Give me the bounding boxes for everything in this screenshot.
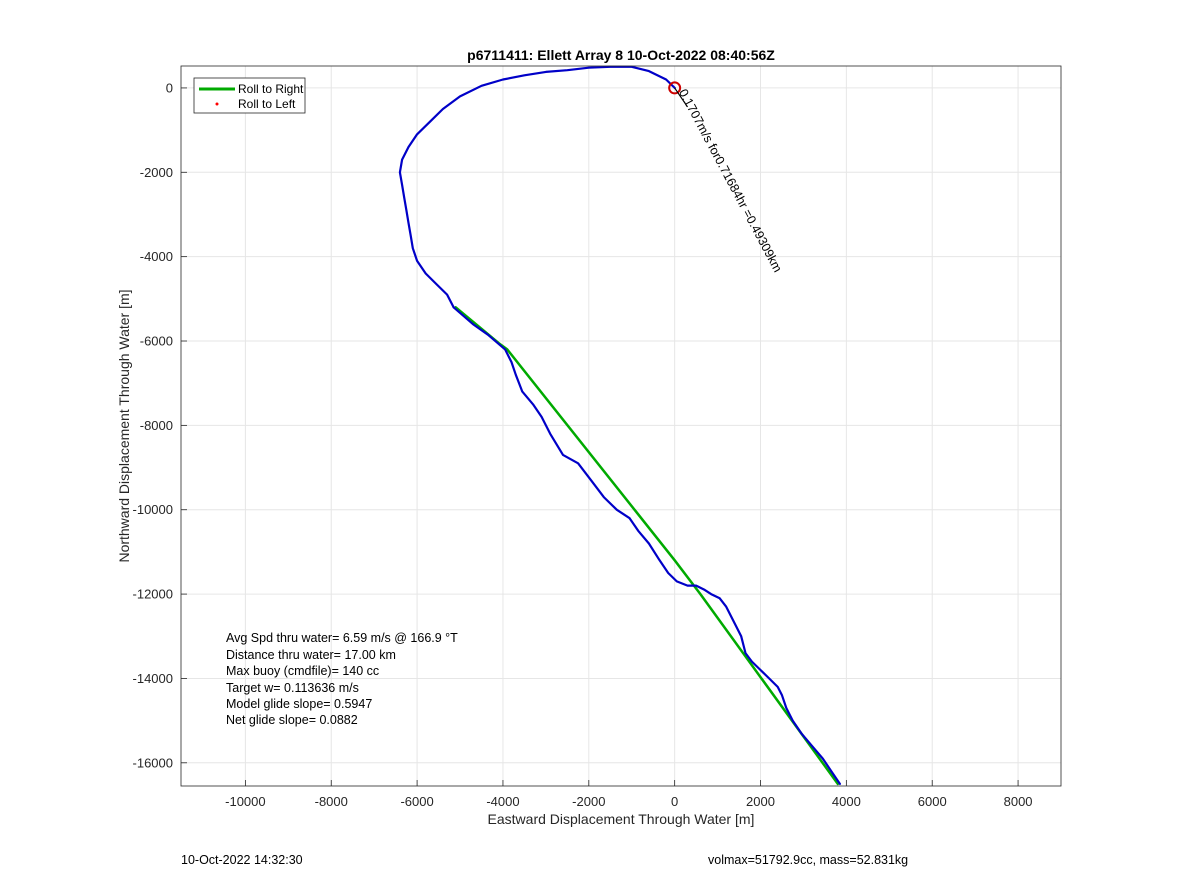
y-tick-label: -16000 <box>133 755 173 770</box>
stat-target-w: Target w= 0.113636 m/s <box>226 681 359 695</box>
x-tick-label: -8000 <box>315 794 348 809</box>
y-tick-label: -4000 <box>140 249 173 264</box>
start-marker <box>668 81 682 95</box>
y-tick-label: -14000 <box>133 671 173 686</box>
y-tick-label: -6000 <box>140 334 173 349</box>
x-tick-label: -6000 <box>400 794 433 809</box>
x-axis-label: Eastward Displacement Through Water [m] <box>488 811 755 827</box>
stat-distance: Distance thru water= 17.00 km <box>226 648 396 662</box>
y-tick-label: 0 <box>166 80 173 95</box>
plot-frame <box>180 65 1062 787</box>
drift-segment <box>674 87 689 108</box>
y-tick-label: -12000 <box>133 587 173 602</box>
legend-entry-roll-left: Roll to Left <box>238 97 296 111</box>
x-tick-label: 2000 <box>746 794 775 809</box>
stat-model-glide: Model glide slope= 0.5947 <box>226 697 372 711</box>
x-tick-label: 6000 <box>918 794 947 809</box>
stat-max-buoy: Max buoy (cmdfile)= 140 cc <box>226 664 379 678</box>
footer-vol-mass: volmax=51792.9cc, mass=52.831kg <box>708 853 908 867</box>
grid <box>181 66 1061 786</box>
legend: Roll to Right Roll to Left <box>193 77 306 114</box>
stat-net-glide: Net glide slope= 0.0882 <box>226 713 358 727</box>
y-tick-label: -2000 <box>140 165 173 180</box>
legend-entry-roll-right: Roll to Right <box>238 82 304 96</box>
series-track-line-1 <box>452 306 842 786</box>
chart-title: p6711411: Ellett Array 8 10-Oct-2022 08:… <box>467 47 775 63</box>
plot-area <box>181 66 1061 786</box>
legend-dot-swatch <box>215 102 219 106</box>
stat-avg-speed: Avg Spd thru water= 6.59 m/s @ 166.9 °T <box>226 631 458 645</box>
footer-timestamp: 10-Oct-2022 14:32:30 <box>181 853 303 867</box>
y-axis-label: Northward Displacement Through Water [m] <box>116 289 132 562</box>
y-tick-label: -8000 <box>140 418 173 433</box>
y-tick-label: -10000 <box>133 502 173 517</box>
x-tick-label: -2000 <box>572 794 605 809</box>
series-track-line-2 <box>398 65 676 309</box>
series-layer <box>398 65 842 786</box>
x-tick-label: 0 <box>671 794 678 809</box>
stats-block: Avg Spd thru water= 6.59 m/s @ 166.9 °T … <box>226 631 458 727</box>
tick-labels: -10000 -8000 -6000 -4000 -2000 0 2000 4000 6000 8… <box>133 80 1033 809</box>
x-tick-label: -10000 <box>225 794 265 809</box>
x-tick-label: 4000 <box>832 794 861 809</box>
x-tick-label: 8000 <box>1004 794 1033 809</box>
x-tick-label: -4000 <box>486 794 519 809</box>
legend-box <box>193 77 306 114</box>
